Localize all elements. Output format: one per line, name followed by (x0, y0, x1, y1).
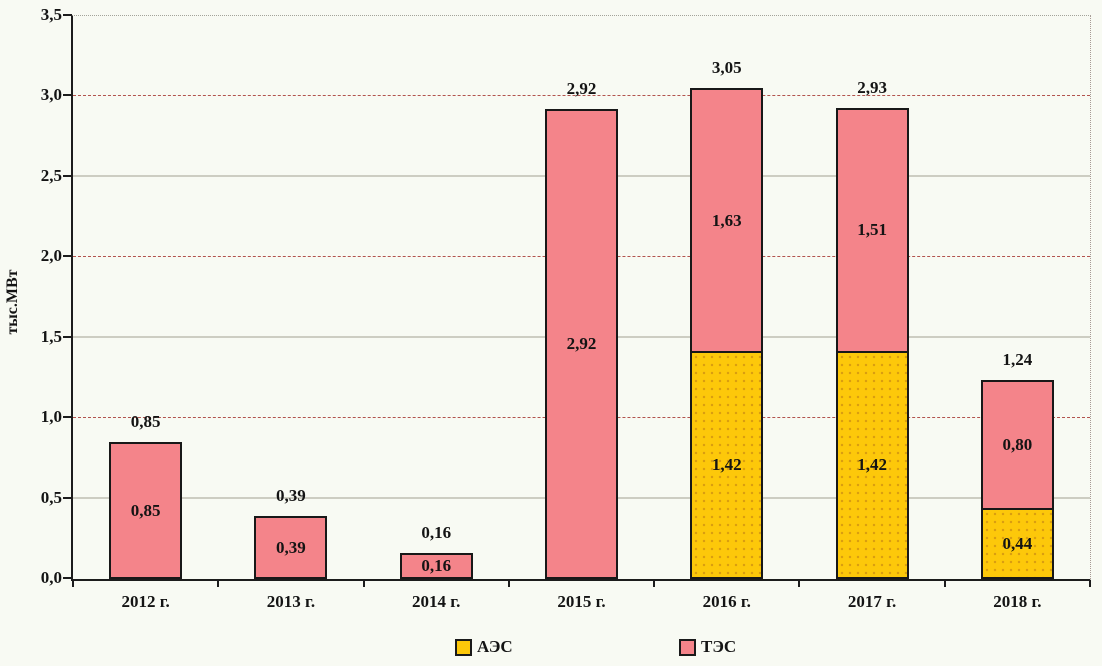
x-tick-label: 2013 г. (266, 592, 316, 611)
legend-swatch-aes (455, 638, 472, 656)
bar-total-label: 0,16 (421, 523, 452, 543)
bar-segment-aes: 1,42 (690, 350, 764, 579)
bar-total-label: 1,24 (1002, 349, 1033, 369)
bar-segment-tes: 0,16 (399, 553, 473, 579)
bar-segment-tes: 1,51 (835, 107, 909, 353)
bar-segment-tes: 2,92 (545, 109, 618, 579)
x-tick-mark (653, 580, 656, 587)
legend-swatch-tes (679, 638, 696, 656)
bar-segment-value: 1,42 (857, 454, 887, 474)
bar-segment-value: 0,85 (130, 500, 161, 520)
y-tick-label: 0,0 (40, 568, 62, 587)
y-tick-mark (63, 174, 72, 177)
y-tick-label: 0,5 (40, 487, 62, 507)
y-tick-label: 3,5 (40, 5, 62, 24)
bar-total-label: 0,39 (276, 486, 306, 506)
y-tick-mark (63, 496, 72, 499)
y-tick-mark (63, 577, 72, 579)
y-tick-mark (63, 335, 72, 338)
bar-total-label: 2,93 (857, 77, 887, 97)
bar-segment-value: 0,39 (276, 537, 306, 557)
bar-segment-value: 1,63 (711, 210, 742, 230)
bar-segment-aes: 0,44 (980, 508, 1054, 579)
x-tick-mark (507, 580, 510, 587)
x-tick-mark (943, 580, 946, 587)
legend-item-tes: ТЭС (679, 637, 736, 657)
x-tick-mark (362, 580, 365, 587)
gridline (73, 95, 1090, 97)
bar-segment-tes: 0,39 (254, 516, 328, 579)
x-tick-mark (217, 580, 220, 587)
bar-segment-tes: 1,63 (690, 88, 764, 353)
bar-total-label: 3,05 (711, 58, 742, 78)
x-tick-label: 2015 г. (557, 592, 606, 611)
y-tick-label: 2,0 (40, 246, 62, 266)
bar-total-label: 0,85 (130, 412, 161, 432)
x-tick-label: 2016 г. (702, 592, 751, 611)
bar-segment-value: 0,44 (1002, 533, 1033, 553)
y-tick-mark (63, 14, 72, 16)
y-tick-label: 3,0 (40, 85, 62, 105)
x-tick-label: 2017 г. (847, 592, 897, 611)
legend-label-tes: ТЭС (701, 637, 737, 656)
bar-segment-value: 0,80 (1002, 434, 1033, 454)
bar-segment-tes: 0,85 (109, 442, 183, 579)
y-tick-label: 2,5 (40, 165, 62, 185)
x-tick-label: 2012 г. (121, 592, 170, 611)
plot-area: 0,85 0,85 0,39 0,39 0,16 0,16 2,92 2,92 1,42 1,63… (71, 15, 1091, 581)
legend-item-aes: АЭС (455, 637, 513, 657)
bar-segment-value: 0,16 (421, 556, 452, 576)
bar-segment-aes: 1,42 (835, 350, 909, 579)
legend: АЭС ТЭС (0, 637, 1102, 661)
y-tick-mark (63, 94, 72, 97)
y-tick-mark (63, 255, 72, 258)
y-tick-label: 1,5 (40, 326, 62, 346)
y-tick-mark (63, 416, 72, 419)
bar-total-label: 2,92 (566, 79, 597, 99)
bar-segment-value: 1,42 (711, 454, 742, 474)
bar-segment-value: 1,51 (857, 220, 887, 240)
x-tick-mark (798, 580, 801, 587)
legend-label-aes: АЭС (477, 637, 513, 656)
bar-segment-value: 2,92 (566, 334, 597, 354)
x-tick-mark (1089, 580, 1091, 587)
x-tick-mark (72, 580, 74, 587)
y-tick-label: 1,0 (40, 407, 62, 427)
bar-segment-tes: 0,80 (980, 379, 1054, 511)
x-tick-label: 2014 г. (412, 592, 461, 611)
x-tick-label: 2018 г. (993, 592, 1042, 611)
